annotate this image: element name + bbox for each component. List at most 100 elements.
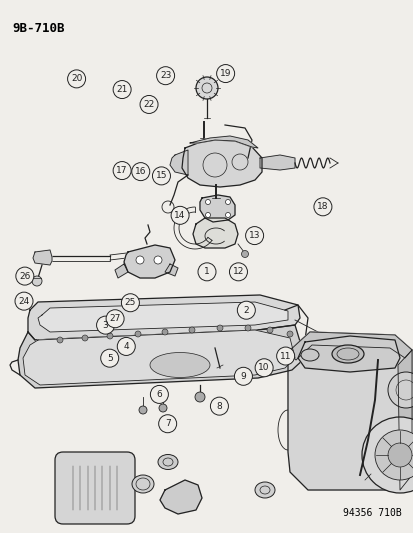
Circle shape bbox=[131, 163, 150, 181]
Text: 9B-710B: 9B-710B bbox=[12, 22, 64, 35]
Circle shape bbox=[195, 392, 204, 402]
Text: 15: 15 bbox=[155, 172, 167, 180]
Circle shape bbox=[121, 294, 139, 312]
Circle shape bbox=[135, 331, 141, 337]
Circle shape bbox=[96, 316, 114, 334]
Circle shape bbox=[266, 327, 272, 333]
Circle shape bbox=[117, 337, 135, 356]
Circle shape bbox=[107, 333, 113, 339]
Circle shape bbox=[361, 417, 413, 493]
Circle shape bbox=[152, 167, 170, 185]
Circle shape bbox=[57, 337, 63, 343]
Polygon shape bbox=[287, 332, 411, 490]
Circle shape bbox=[245, 227, 263, 245]
Polygon shape bbox=[18, 325, 304, 388]
Text: 7: 7 bbox=[164, 419, 170, 428]
Circle shape bbox=[15, 292, 33, 310]
Text: 13: 13 bbox=[248, 231, 260, 240]
Polygon shape bbox=[115, 264, 128, 278]
Ellipse shape bbox=[300, 349, 318, 361]
Text: 10: 10 bbox=[258, 364, 269, 372]
Text: 25: 25 bbox=[124, 298, 136, 307]
Circle shape bbox=[113, 161, 131, 180]
Circle shape bbox=[16, 267, 34, 285]
Polygon shape bbox=[190, 136, 257, 148]
Ellipse shape bbox=[254, 482, 274, 498]
Ellipse shape bbox=[158, 455, 178, 470]
Circle shape bbox=[136, 256, 144, 264]
Circle shape bbox=[159, 404, 166, 412]
Circle shape bbox=[244, 325, 250, 331]
Text: 3: 3 bbox=[102, 321, 108, 329]
Circle shape bbox=[100, 349, 119, 367]
Polygon shape bbox=[397, 350, 411, 490]
Circle shape bbox=[205, 199, 210, 205]
Polygon shape bbox=[165, 264, 178, 276]
Circle shape bbox=[189, 327, 195, 333]
Circle shape bbox=[313, 198, 331, 216]
Circle shape bbox=[286, 331, 292, 337]
Polygon shape bbox=[259, 155, 294, 170]
Circle shape bbox=[161, 329, 168, 335]
Circle shape bbox=[387, 443, 411, 467]
Text: 18: 18 bbox=[316, 203, 328, 211]
Ellipse shape bbox=[132, 475, 154, 493]
Circle shape bbox=[225, 213, 230, 217]
Polygon shape bbox=[199, 195, 235, 222]
Polygon shape bbox=[287, 332, 411, 360]
Text: 14: 14 bbox=[174, 211, 185, 220]
Circle shape bbox=[229, 263, 247, 281]
Circle shape bbox=[67, 70, 85, 88]
Polygon shape bbox=[124, 245, 175, 278]
Circle shape bbox=[32, 276, 42, 286]
Circle shape bbox=[139, 406, 147, 414]
FancyBboxPatch shape bbox=[55, 452, 135, 524]
Circle shape bbox=[225, 199, 230, 205]
Text: 17: 17 bbox=[116, 166, 128, 175]
Circle shape bbox=[237, 301, 255, 319]
Text: 5: 5 bbox=[107, 354, 112, 362]
Circle shape bbox=[241, 251, 248, 257]
Circle shape bbox=[195, 77, 218, 99]
Text: 11: 11 bbox=[279, 352, 291, 360]
Circle shape bbox=[387, 372, 413, 408]
Circle shape bbox=[210, 397, 228, 415]
Text: 19: 19 bbox=[219, 69, 231, 78]
Text: 2: 2 bbox=[243, 306, 249, 314]
Ellipse shape bbox=[331, 345, 363, 363]
Circle shape bbox=[374, 430, 413, 480]
Circle shape bbox=[171, 206, 189, 224]
Circle shape bbox=[154, 256, 161, 264]
Text: 27: 27 bbox=[109, 314, 121, 323]
Text: 24: 24 bbox=[18, 297, 30, 305]
Circle shape bbox=[156, 67, 174, 85]
Circle shape bbox=[82, 335, 88, 341]
Text: 23: 23 bbox=[159, 71, 171, 80]
Circle shape bbox=[254, 359, 273, 377]
Text: 16: 16 bbox=[135, 167, 146, 176]
Circle shape bbox=[113, 80, 131, 99]
Polygon shape bbox=[38, 302, 287, 332]
Polygon shape bbox=[170, 150, 188, 175]
Polygon shape bbox=[33, 250, 52, 265]
Text: 26: 26 bbox=[19, 272, 31, 280]
Polygon shape bbox=[159, 480, 202, 514]
Circle shape bbox=[158, 415, 176, 433]
Polygon shape bbox=[23, 330, 294, 385]
Polygon shape bbox=[192, 218, 237, 248]
Ellipse shape bbox=[150, 352, 209, 377]
Text: 22: 22 bbox=[143, 100, 154, 109]
Circle shape bbox=[106, 310, 124, 328]
Text: 6: 6 bbox=[156, 390, 162, 399]
Polygon shape bbox=[28, 295, 299, 340]
Polygon shape bbox=[297, 336, 399, 372]
Text: 12: 12 bbox=[232, 268, 244, 276]
Circle shape bbox=[216, 325, 223, 331]
Text: 4: 4 bbox=[123, 342, 129, 351]
Circle shape bbox=[140, 95, 158, 114]
Circle shape bbox=[276, 347, 294, 365]
Text: 1: 1 bbox=[204, 268, 209, 276]
Circle shape bbox=[234, 367, 252, 385]
Text: 9: 9 bbox=[240, 372, 246, 381]
Polygon shape bbox=[182, 140, 261, 187]
